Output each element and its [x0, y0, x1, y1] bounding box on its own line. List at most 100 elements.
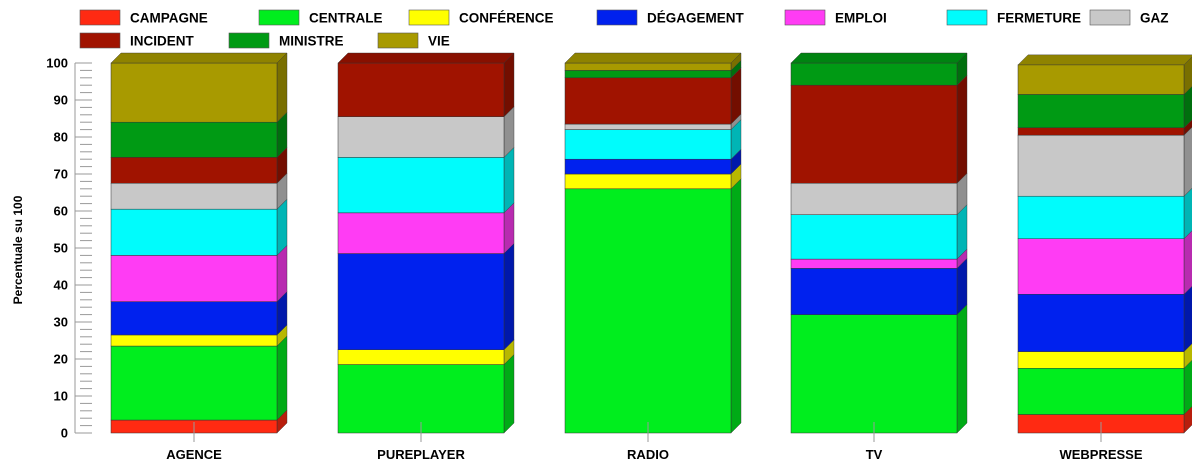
bar-segment [790, 62, 958, 86]
bar-segment-side [1183, 285, 1192, 353]
bar-segment-top [790, 52, 968, 64]
legend-item: CAMPAGNE [79, 9, 208, 26]
legend-swatch [946, 9, 988, 26]
legend-swatch [79, 32, 121, 49]
bar-segment [564, 173, 732, 190]
bar-segment [337, 62, 505, 117]
y-tick-label: 100 [46, 56, 68, 71]
bar-segment [564, 123, 732, 130]
y-tick-label: 80 [54, 130, 68, 145]
legend-swatch [596, 9, 638, 26]
legend-swatch [79, 9, 121, 26]
legend-label: CAMPAGNE [130, 11, 208, 26]
bar-segment [110, 183, 278, 210]
y-tick-label: 40 [54, 278, 68, 293]
legend-item: MINISTRE [228, 32, 344, 49]
legend-item: INCIDENT [79, 32, 195, 49]
bar-segment-top [564, 52, 742, 64]
y-tick-label: 90 [54, 93, 68, 108]
bar-segment [790, 258, 958, 269]
bar-segment-top [1017, 54, 1192, 66]
legend-label: VIE [428, 34, 450, 49]
bar-segment [110, 62, 278, 123]
bar-segment-side [503, 354, 515, 434]
legend-item: DÉGAGEMENT [596, 9, 745, 26]
legend-item: FERMETURE [946, 9, 1081, 26]
bar-stack [110, 52, 288, 434]
bar-segment [1017, 94, 1185, 128]
legend-label: MINISTRE [279, 34, 344, 49]
legend-label: DÉGAGEMENT [647, 11, 745, 26]
y-axis: 0 10 20 30 40 50 60 70 80 90 100 [46, 56, 92, 441]
bar-segment [110, 157, 278, 184]
bar-segment [790, 84, 958, 184]
bar-segment-side [1183, 230, 1192, 295]
bar-segment [337, 212, 505, 254]
y-tick-label: 30 [54, 315, 68, 330]
legend-swatch [1089, 9, 1131, 26]
bar-segment-side [1183, 126, 1192, 197]
bar-segment [110, 301, 278, 336]
x-tick-label: TV [866, 447, 883, 462]
legend-label: FERMETURE [997, 11, 1081, 26]
x-axis: AGENCE PUREPLAYER RADIO TV WEBPRESSE [166, 422, 1143, 462]
x-tick-label: RADIO [627, 447, 669, 462]
legend-label: INCIDENT [130, 34, 195, 49]
y-tick-label: 20 [54, 352, 68, 367]
legend-item: GAZ [1089, 9, 1169, 26]
x-tick-label: AGENCE [166, 447, 222, 462]
bar-segment [110, 334, 278, 347]
legend-item: VIE [377, 32, 450, 49]
bar-segment-side [956, 304, 968, 434]
bar-segment [337, 253, 505, 350]
bar-segment [790, 268, 958, 315]
bar-segment-top [337, 52, 515, 64]
legend-item: EMPLOI [784, 9, 887, 26]
bar-segment-side [503, 52, 515, 118]
bars [110, 52, 1192, 434]
legend-swatch [258, 9, 300, 26]
bar-stack [337, 52, 515, 434]
legend-swatch [228, 32, 270, 49]
legend-swatch [784, 9, 826, 26]
y-tick-label: 60 [54, 204, 68, 219]
bar-segment [337, 364, 505, 434]
legend-swatch [377, 32, 419, 49]
bar-segment [110, 208, 278, 256]
bar-segment [564, 70, 732, 79]
legend-label: CENTRALE [309, 11, 383, 26]
bar-segment-side [956, 74, 968, 184]
bar-segment-side [503, 243, 515, 351]
bar-segment [564, 77, 732, 125]
bar-segment [110, 255, 278, 302]
legend-label: GAZ [1140, 11, 1169, 26]
bar-segment [1017, 127, 1185, 136]
bar-segment-top [110, 52, 288, 64]
bar-segment [1017, 64, 1185, 95]
bar-segment [564, 158, 732, 175]
y-tick-label: 70 [54, 167, 68, 182]
bar-segment [1017, 351, 1185, 369]
x-tick-label: WEBPRESSE [1059, 447, 1142, 462]
bar-segment [564, 62, 732, 71]
y-tick-label: 50 [54, 241, 68, 256]
bar-segment [1017, 134, 1185, 197]
bar-segment [1017, 294, 1185, 352]
legend-item: CENTRALE [258, 9, 383, 26]
bar-segment-side [276, 335, 288, 421]
bar-segment-side [503, 146, 515, 214]
bar-segment [564, 188, 732, 434]
legend: CAMPAGNE CENTRALE CONFÉRENCE DÉGAGEMENT EMPL… [79, 9, 1169, 49]
bar-stack [790, 52, 968, 434]
legend-label: CONFÉRENCE [459, 11, 554, 26]
y-tick-label: 0 [61, 426, 68, 441]
bar-segment-side [730, 178, 742, 434]
y-tick-label: 10 [54, 389, 68, 404]
bar-segment [790, 214, 958, 260]
bar-segment [790, 183, 958, 215]
bar-segment [110, 121, 278, 158]
bar-segment [1017, 195, 1185, 239]
bar-segment [337, 349, 505, 365]
x-tick-label: PUREPLAYER [377, 447, 465, 462]
bar-segment [564, 129, 732, 160]
